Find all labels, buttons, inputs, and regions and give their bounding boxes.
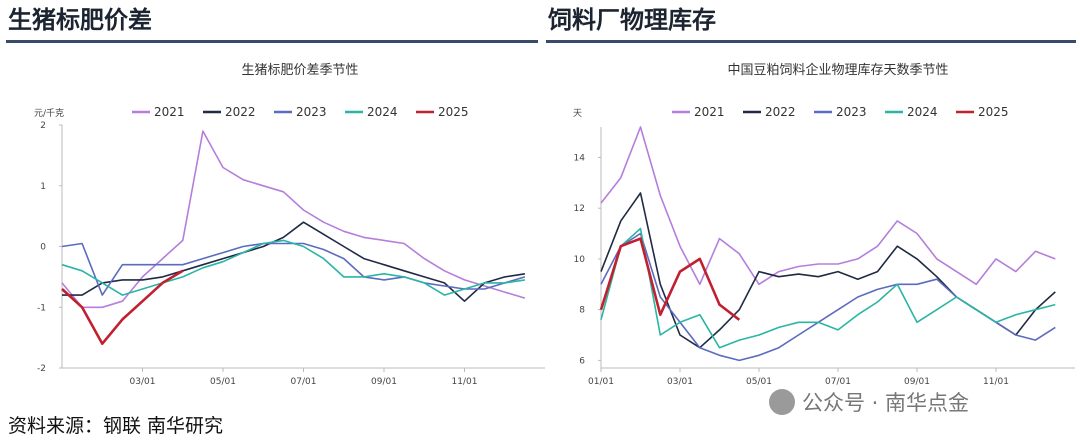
series-line	[61, 239, 526, 296]
series-line	[61, 130, 526, 309]
x-tick-label: 09/01	[904, 377, 930, 387]
series-line	[61, 242, 526, 296]
y-tick-label: 1	[40, 182, 46, 192]
y-tick-label: -2	[37, 364, 46, 374]
y-tick-label: -1	[37, 303, 46, 313]
x-tick-label: 07/01	[825, 377, 851, 387]
y-tick-label: 12	[574, 204, 585, 214]
y-tick-label: 2	[40, 121, 46, 131]
y-axis-label: 天	[573, 109, 582, 119]
x-tick-label: 05/01	[746, 377, 772, 387]
header-rule	[546, 40, 1076, 43]
legend-label: 2024	[367, 105, 398, 119]
legend-label: 2021	[154, 105, 185, 119]
y-tick-label: 14	[574, 153, 586, 163]
legend-label: 2025	[978, 105, 1009, 119]
x-tick-label: 07/01	[291, 377, 317, 387]
y-axis-label: 元/千克	[34, 108, 64, 119]
x-tick-label: 11/01	[983, 377, 1009, 387]
y-tick-label: 10	[574, 255, 586, 265]
y-tick-label: 0	[40, 243, 46, 253]
chart-title: 生猪标肥价差季节性	[241, 63, 358, 78]
series-line	[61, 269, 184, 345]
watermark-icon	[769, 389, 795, 415]
section-header: 饲料厂物理库存	[547, 6, 716, 34]
legend-label: 2021	[694, 105, 725, 119]
x-tick-label: 11/01	[452, 377, 478, 387]
y-tick-label: 6	[579, 356, 585, 366]
legend-label: 2022	[225, 105, 256, 119]
header-rule	[6, 40, 538, 43]
source-note: 资料来源：钢联 南华研究	[8, 415, 223, 437]
legend-label: 2022	[765, 105, 796, 119]
series-line	[600, 126, 1056, 286]
series-line	[600, 227, 1056, 349]
x-tick-label: 09/01	[371, 377, 397, 387]
legend-label: 2023	[296, 105, 327, 119]
x-tick-label: 01/01	[588, 377, 614, 387]
y-tick-label: 8	[579, 306, 585, 316]
legend-label: 2025	[438, 105, 469, 119]
x-tick-label: 05/01	[210, 377, 236, 387]
chart-title: 中国豆粕饲料企业物理库存天数季节性	[727, 62, 948, 78]
watermark: 公众号 · 南华点金	[802, 391, 969, 415]
x-tick-label: 03/01	[130, 377, 156, 387]
legend-label: 2023	[836, 105, 867, 119]
legend-label: 2024	[907, 105, 938, 119]
section-header: 生猪标肥价差	[8, 6, 152, 34]
x-tick-label: 03/01	[667, 377, 693, 387]
series-line	[599, 237, 741, 321]
